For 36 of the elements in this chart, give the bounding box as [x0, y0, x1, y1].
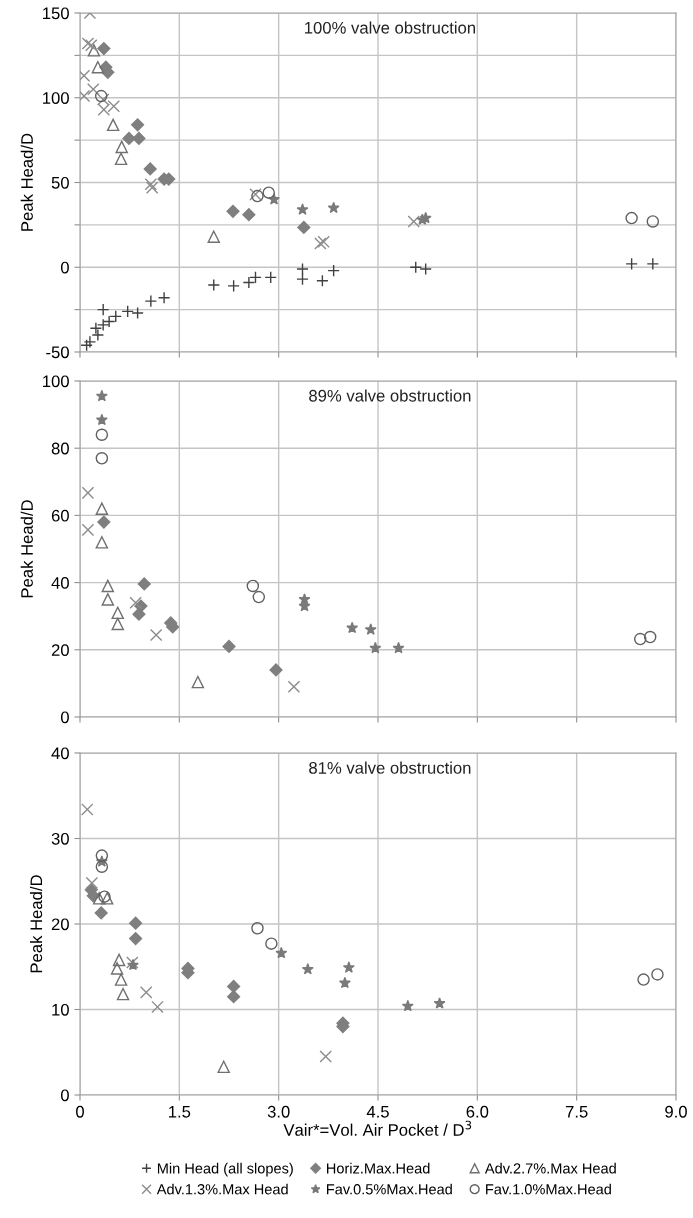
y-tick-label: 20: [51, 644, 69, 656]
x-axis-title: Vair*=Vol. Air Pocket / D$^{3}$: [283, 1120, 472, 1136]
y-axis-title: Peak Head/D: [20, 133, 33, 231]
legend-label: Min Head (all slopes): [157, 1162, 293, 1177]
y-tick-label: 40: [51, 577, 69, 589]
y-tick-label: 10: [52, 1003, 69, 1016]
legend-label: Fav.0.5%Max.Head: [327, 1183, 452, 1195]
legend-label: Fav.1.0%Max.Head: [486, 1183, 611, 1195]
y-tick-label: -50: [46, 346, 69, 359]
y-tick-label: 0: [60, 1089, 69, 1102]
chart-title: 100% valve obstruction: [305, 21, 475, 34]
x-tick-label: 6.0: [466, 1105, 489, 1118]
y-tick-label: 60: [51, 509, 69, 522]
chart-title: 81% valve obstruction: [309, 761, 471, 774]
y-tick-label: 20: [51, 918, 69, 931]
x-tick-label: 4.5: [366, 1106, 389, 1118]
y-axis-title: Peak Head/D: [29, 875, 43, 973]
chart-title: 89% valve obstruction: [309, 389, 471, 402]
y-tick-label: 0: [60, 261, 69, 274]
x-tick-label: 0: [76, 1105, 84, 1118]
x-tick-label: 7.5: [565, 1106, 588, 1118]
x-tick-label: 9.0: [665, 1105, 687, 1118]
x-tick-label: 3.0: [267, 1105, 290, 1118]
y-tick-label: 0: [60, 711, 69, 724]
y-axis-title: Peak Head/D: [20, 500, 33, 598]
y-tick-label: 80: [51, 442, 69, 455]
y-tick-label: 100: [43, 375, 69, 388]
y-tick-label: 30: [51, 832, 69, 845]
y-tick-label: 150: [43, 7, 69, 20]
y-tick-label: 100: [43, 92, 69, 104]
x-tick-label: 1.5: [169, 1106, 191, 1118]
legend-label: Adv.1.3%.Max Head: [156, 1183, 288, 1195]
y-tick-label: 50: [51, 176, 69, 189]
legend-label: Horiz.Max.Head: [327, 1162, 430, 1174]
legend-label: Adv.2.7%.Max Head: [484, 1162, 616, 1174]
y-tick-label: 40: [51, 747, 69, 760]
